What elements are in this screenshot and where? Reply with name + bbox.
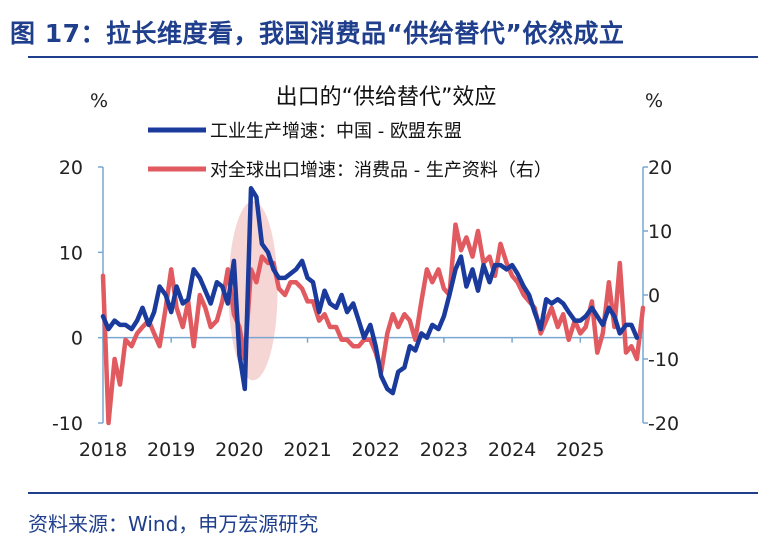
source-note: 资料来源：Wind，申万宏源研究 (28, 512, 319, 536)
figure-title: 图 17：拉长维度看，我国消费品“供给替代”依然成立 (10, 19, 625, 48)
y-right-tick-label: 20 (648, 157, 672, 179)
y-left-tick-label: 10 (59, 242, 83, 264)
x-tick-label: 2018 (79, 439, 127, 461)
legend: 工业生产增速：中国 - 欧盟东盟 对全球出口增速：消费品 - 生产资料（右） (148, 121, 552, 181)
x-tick-label: 2019 (147, 439, 195, 461)
y-left-tick-label: 0 (71, 328, 83, 350)
y-left-tick-label: -10 (52, 413, 83, 435)
legend-label-blue: 工业生产增速：中国 - 欧盟东盟 (210, 121, 462, 142)
tick-labels: -10 0 10 20 -20 -10 0 10 20 2018 2019 2020 2021 2022 2… (52, 157, 679, 461)
x-tick-label: 2020 (215, 439, 263, 461)
y-right-tick-label: -20 (648, 413, 679, 435)
x-tick-label: 2023 (420, 439, 468, 461)
y-right-tick-label: -10 (648, 349, 679, 371)
legend-label-red: 对全球出口增速：消费品 - 生产资料（右） (210, 160, 552, 181)
y-left-tick-label: 20 (59, 157, 83, 179)
x-tick-label: 2025 (556, 439, 604, 461)
series-lines (100, 186, 646, 426)
y-axis-left-unit: % (90, 90, 108, 112)
x-tick-label: 2024 (488, 439, 536, 461)
y-right-tick-label: 0 (648, 285, 660, 307)
y-axis-right-unit: % (645, 90, 663, 112)
y-right-tick-label: 10 (648, 221, 672, 243)
x-tick-label: 2022 (352, 439, 400, 461)
series-line-export-growth (100, 222, 646, 426)
chart-title: 出口的“供给替代”效应 (276, 85, 497, 110)
x-tick-label: 2021 (283, 439, 331, 461)
series-line-industrial-production (100, 186, 640, 396)
title-rule (28, 56, 758, 58)
source-rule (28, 492, 758, 494)
